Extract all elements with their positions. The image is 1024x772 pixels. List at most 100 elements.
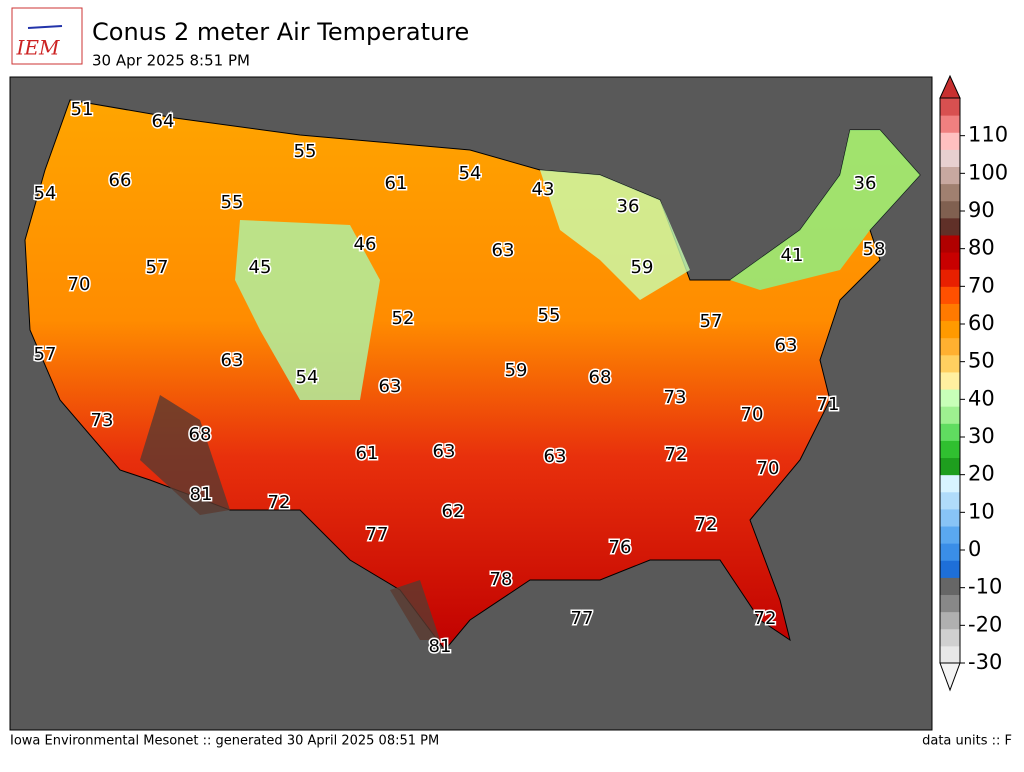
station-temp: 54 [296,367,319,388]
station-temp: 77 [366,524,389,545]
colorbar-band [940,286,960,304]
colorbar-tick-label: -10 [968,575,1002,599]
station-temp: 63 [221,350,244,371]
station-labels: 51 64 55 61 54 43 36 54 66 55 36 46 63 41 58 45 57 59 70 52… [32,98,887,659]
colorbar-band [940,234,960,253]
colorbar-band [940,166,960,185]
station-temp: 61 [385,173,408,194]
colorbar-tick-label: 0 [968,537,981,561]
footer-left: Iowa Environmental Mesonet :: generated … [10,734,439,749]
colorbar-band [940,252,960,270]
colorbar: -30 -20 -10 0 10 20 30 40 50 60 70 80 90 100 110 [939,74,1008,692]
station-temp: 55 [294,141,317,162]
logo-frame [11,7,83,65]
colorbar-band [940,406,960,424]
colorbar-band [940,543,960,561]
station-temp: 43 [532,179,555,200]
station-temp: 54 [459,163,482,184]
colorbar-band [940,440,960,459]
station-temp: 36 [854,173,877,194]
station-temp: 71 [817,394,840,415]
colorbar-band [940,645,960,664]
station-temp: 55 [221,192,244,213]
colorbar-band [940,132,960,150]
colorbar-band [940,337,960,356]
station-temp: 63 [775,335,798,356]
colorbar-band [940,200,960,219]
station-temp: 58 [863,239,886,260]
station-temp: 70 [68,274,91,295]
colorbar-band [940,526,960,544]
station-temp: 51 [71,99,94,120]
colorbar-tick-label: 90 [968,198,995,222]
colorbar-tick-label: 110 [968,123,1008,147]
station-temp: 81 [190,484,213,505]
station-temp: 59 [631,257,654,278]
footer-right: data units :: F [922,734,1012,749]
colorbar-tick-label: 100 [968,160,1008,184]
cool-region [235,220,380,400]
colorbar-band [940,354,960,373]
station-temp: 63 [433,441,456,462]
colorbar-band [940,628,960,647]
colorbar-tick-label: 70 [968,273,995,297]
colorbar-tick-label: 10 [968,499,995,523]
colorbar-frame [939,97,961,664]
station-temp: 63 [544,446,567,467]
station-temp: 63 [379,376,402,397]
station-temp: 78 [490,569,513,590]
colorbar-band [940,457,960,476]
colorbar-band [940,611,960,630]
station-temp: 72 [665,444,688,465]
colorbar-band [940,508,960,527]
colorbar-band [940,149,960,167]
logo-line [27,25,63,29]
colorbar-band [940,115,960,133]
station-temp: 41 [781,245,804,266]
station-temp: 77 [571,608,594,629]
colorbar-band [940,320,960,339]
cool-region [540,170,690,300]
hot-region [390,580,440,640]
station-temp: 70 [757,458,780,479]
colorbar-tick-label: -20 [968,612,1002,636]
station-temp: 46 [354,234,377,255]
colorbar-band [940,217,960,236]
station-temp: 62 [442,501,465,522]
subtitle: 30 Apr 2025 8:51 PM [92,52,250,70]
cool-region [730,130,920,290]
colorbar-band [940,183,960,202]
colorbar-band [940,98,960,116]
station-temp: 54 [34,183,57,204]
colorbar-tick-label: -30 [968,650,1002,674]
colorbar-extend-low [939,662,961,692]
colorbar-band [940,474,960,493]
station-temp: 57 [146,257,169,278]
station-temp: 55 [538,305,561,326]
station-temp: 73 [91,410,114,431]
colorbar-tick-label: 30 [968,424,995,448]
hot-region [140,395,230,515]
colorbar-band [940,423,960,441]
station-temp: 63 [492,240,515,261]
colorbar-tick-label: 40 [968,386,995,410]
station-temp: 72 [268,492,291,513]
station-temp: 76 [609,537,632,558]
station-temp: 81 [429,636,452,657]
colorbar-band [940,371,960,390]
colorbar-band [940,560,960,578]
station-temp: 61 [356,443,379,464]
station-temp: 68 [589,367,612,388]
colorbar-tick-label: 80 [968,236,995,260]
colorbar-band [940,389,960,407]
station-temp: 52 [392,308,415,329]
station-temp: 68 [189,424,212,445]
station-temp: 59 [505,360,528,381]
colorbar-tick-label: 20 [968,462,995,486]
station-temp: 36 [617,196,640,217]
colorbar-tick-label: 50 [968,349,995,373]
title: Conus 2 meter Air Temperature [92,18,469,46]
station-temp: 64 [152,111,175,132]
colorbar-band [940,269,960,287]
